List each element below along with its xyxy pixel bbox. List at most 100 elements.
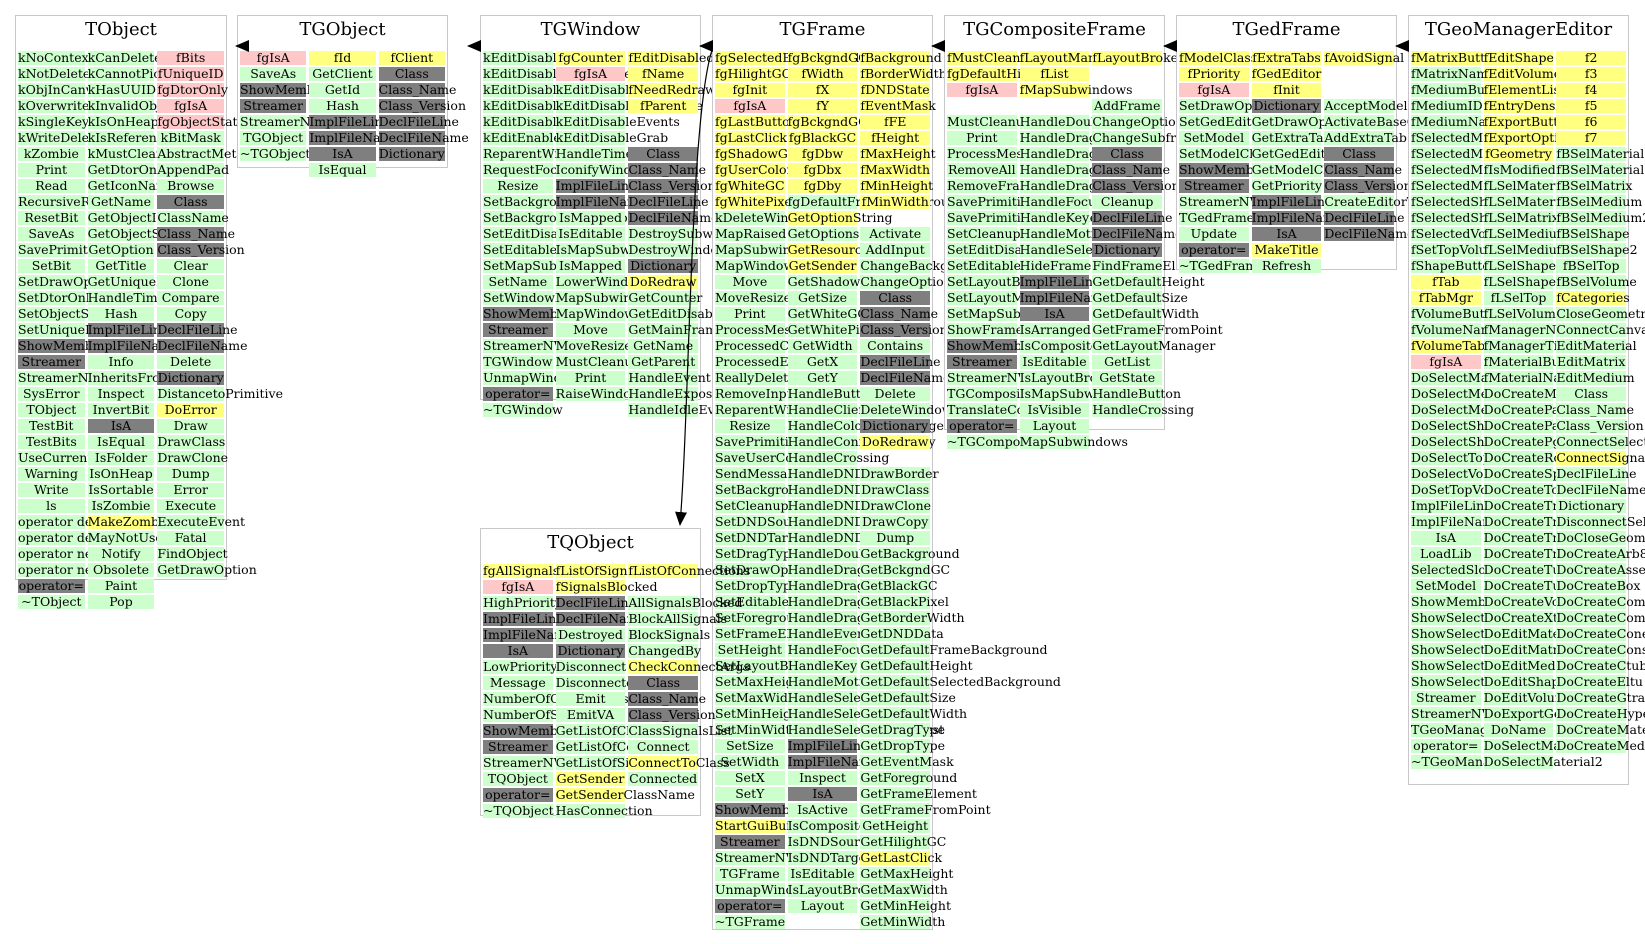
class-node-tgobject: TGObject fgIsA SaveAs ShowMembers Streamer St…: [237, 15, 469, 177]
member-notify: Notify: [87, 547, 155, 561]
member-class: Class: [860, 291, 931, 305]
member-getblackgc: GetBlackGC: [860, 578, 938, 593]
member-dump: Dump: [157, 467, 225, 481]
member-column: fExtraTabs fGedEditor fInit Dictionary GetDr…: [1251, 50, 1351, 275]
member-flselmaterial: fLSelMaterial: [1483, 178, 1571, 193]
member-declfileline: DeclFileLine: [555, 595, 636, 610]
member-columns: fModelClass fPriority fgIsA SetDrawOption Se…: [1177, 50, 1496, 275]
member-fgisa: fgIsA: [1179, 83, 1249, 97]
member-implfileline: ImplFileLine: [309, 114, 390, 129]
member-getstate: GetState: [1092, 371, 1163, 385]
member-declfileline: DeclFileLine: [378, 114, 459, 129]
class-title: TGedFrame: [1232, 19, 1341, 40]
member-docreatectub: DoCreateCtub: [1556, 658, 1645, 673]
member-handletimer: HandleTimer: [87, 290, 172, 305]
member-gettitle: GetTitle: [87, 259, 155, 273]
member-setdtoronly: SetDtorOnly: [18, 290, 97, 305]
member-fentrydensity: fEntryDensity: [1483, 98, 1572, 113]
member-getgededitor: GetGedEditor: [1251, 146, 1340, 161]
member-pop: Pop: [87, 595, 155, 609]
member-getname: GetName: [87, 195, 155, 209]
member-kcannotpick: kCannotPick: [87, 66, 168, 81]
member-class: Class: [1092, 147, 1163, 161]
member-implfilename: ImplFileName: [1251, 210, 1343, 225]
member-fminheight: fMinHeight: [860, 178, 934, 193]
member-doerror: DoError: [157, 403, 225, 417]
member-cleanup: Cleanup: [1092, 195, 1163, 209]
member-sendmessage: SendMessage: [715, 466, 803, 481]
member-docreatecomposite: DoCreateComposite: [1556, 610, 1645, 625]
member-drawclass: DrawClass: [860, 482, 931, 497]
member-declfilename: DeclFileName: [860, 370, 951, 385]
member-fvolumename: fVolumeName: [1411, 322, 1500, 337]
member-streamer: Streamer: [1411, 691, 1481, 705]
member-iszombie: IsZombie: [87, 499, 155, 513]
member-seteditable: SetEditable: [947, 258, 1021, 273]
member-dictionary: Dictionary: [555, 643, 626, 658]
member-saveas: SaveAs: [18, 227, 85, 241]
member-kobjincanvas: kObjInCanvas: [18, 82, 107, 97]
member-declfileline: DeclFileLine: [1324, 210, 1405, 225]
member-setuniqueid: SetUniqueID: [18, 322, 100, 337]
member-tobject: ~TObject: [18, 595, 85, 609]
member-clone: Clone: [157, 275, 225, 289]
member-drawborder: DrawBorder: [860, 466, 939, 481]
member-fbselvolume: fBSelVolume: [1556, 274, 1637, 289]
member-fgdtoronly: fgDtorOnly: [157, 82, 228, 97]
member-invertbit: InvertBit: [87, 403, 155, 417]
member-getpriority: GetPriority: [1251, 178, 1323, 193]
member-f3: f3: [1556, 67, 1627, 81]
member-class: Class: [157, 195, 225, 209]
class-node-tgedframe: TGedFrame fModelClass fPriority fgIsA SetDra…: [1176, 15, 1496, 273]
member-class-name: Class_Name: [157, 226, 236, 241]
member-getlastclick: GetLastClick: [860, 850, 943, 865]
member-column: kNoContextMenu kNotDeleted kObjInCanvas kOv…: [18, 51, 132, 611]
member-copy: Copy: [157, 307, 225, 321]
member-ftabmgr: fTabMgr: [1411, 291, 1481, 305]
member-error: Error: [157, 483, 225, 497]
member-getbckgndgc: GetBckgndGC: [860, 562, 951, 577]
member-getoptions: GetOptions: [787, 226, 860, 241]
member-ksinglekey: kSingleKey: [18, 114, 90, 129]
member-isa: IsA: [309, 147, 376, 161]
member-setcleanup: SetCleanup: [715, 498, 789, 513]
member-contains: Contains: [860, 339, 931, 353]
member-fbits: fBits: [157, 51, 225, 65]
member-column: fEditShape fEditVolume fElementList fEntryD…: [1483, 51, 1616, 771]
member-isa: IsA: [1411, 531, 1481, 545]
member-class-name: Class_Name: [860, 306, 939, 321]
class-node-tqobject: TQObject fgAllSignalsBlocked fgIsA HighPrio…: [480, 528, 750, 818]
member-class-version: Class_Version: [860, 322, 948, 337]
member-class-version: Class_Version: [157, 242, 245, 257]
member-removeinput: RemoveInput: [715, 386, 800, 401]
member-syserror: SysError: [18, 387, 85, 401]
member-emitva: EmitVA: [555, 708, 626, 722]
member-compare: Compare: [157, 291, 225, 305]
member-kzombie: kZombie: [18, 147, 85, 161]
member-inspect: Inspect: [787, 771, 858, 785]
class-title: TObject: [85, 19, 157, 40]
member-disconnectselected: DisconnectSelected: [1556, 514, 1645, 529]
member-fshapebutton: fShapeButton: [1411, 258, 1498, 273]
member-getdnddata: GetDNDData: [860, 626, 944, 641]
member-fextratabs: fExtraTabs: [1251, 50, 1322, 65]
member-fparent: fParent: [628, 99, 699, 113]
member-feventmask: fEventMask: [860, 98, 936, 113]
member-fpriority: fPriority: [1179, 67, 1249, 81]
member-docreatetube: DoCreateTube: [1483, 562, 1576, 577]
member-doname: DoName: [1483, 723, 1554, 737]
member-deletewindow: DeleteWindow: [860, 402, 953, 417]
member-setmodel: SetModel: [1411, 579, 1481, 593]
member-info: Info: [87, 355, 155, 369]
member-testbit: TestBit: [18, 419, 85, 433]
member-columns: fgIsA SaveAs ShowMembers Streamer StreamerNV…: [238, 51, 469, 179]
member-streamer: Streamer: [483, 740, 553, 754]
member-class-version: Class_Version: [1556, 418, 1644, 433]
member-inheritsfrom: InheritsFrom: [87, 370, 172, 385]
member-getmaxwidth: GetMaxWidth: [860, 882, 948, 897]
member-fexportoption: fExportOption: [1483, 130, 1574, 145]
member-column: fId GetClient GetId Hash ImplFileLine ImplFil…: [309, 51, 400, 179]
member-gethilightgc: GetHilightGC: [860, 834, 947, 849]
member-f6: f6: [1556, 115, 1627, 129]
member-handlekey: HandleKey: [787, 658, 858, 673]
